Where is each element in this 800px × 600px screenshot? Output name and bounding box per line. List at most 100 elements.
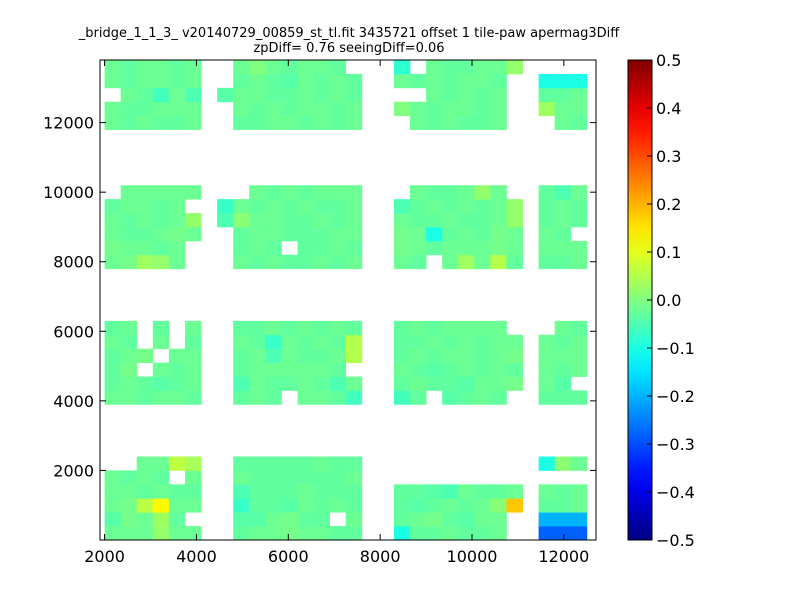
heatmap-cell bbox=[313, 73, 331, 89]
heatmap-cell bbox=[570, 362, 588, 377]
heatmap-cell bbox=[426, 101, 443, 117]
colorbar-tick-label: 0.3 bbox=[656, 147, 681, 166]
heatmap-cell bbox=[184, 101, 202, 117]
heatmap-cell bbox=[313, 87, 331, 103]
heatmap-cell bbox=[538, 526, 556, 541]
heatmap-cell bbox=[281, 254, 298, 270]
heatmap-cell bbox=[506, 213, 523, 228]
heatmap-cell bbox=[442, 498, 459, 513]
heatmap-cell bbox=[490, 376, 507, 391]
heatmap-cell bbox=[410, 376, 427, 391]
heatmap-cell bbox=[168, 101, 186, 117]
heatmap-cell bbox=[313, 60, 331, 75]
heatmap-cell bbox=[281, 348, 298, 364]
heatmap-cell bbox=[474, 512, 491, 527]
heatmap-cell bbox=[233, 498, 250, 513]
heatmap-cell bbox=[233, 456, 250, 471]
heatmap-cell bbox=[410, 484, 427, 499]
heatmap-cell bbox=[474, 526, 491, 541]
heatmap-cell bbox=[345, 512, 363, 527]
heatmap-cell bbox=[168, 456, 186, 471]
heatmap-cell bbox=[570, 115, 588, 130]
heatmap-cell bbox=[458, 254, 475, 270]
y-tick-label: 8000 bbox=[53, 253, 94, 272]
heatmap-cell bbox=[249, 526, 266, 541]
heatmap-cell bbox=[265, 484, 282, 499]
heatmap-cell bbox=[442, 226, 459, 242]
heatmap-cell bbox=[249, 484, 266, 499]
heatmap-cell bbox=[152, 199, 170, 214]
heatmap-cell bbox=[329, 456, 347, 471]
heatmap-cell bbox=[506, 226, 523, 242]
heatmap-cell bbox=[490, 362, 507, 377]
heatmap-cell bbox=[538, 226, 556, 242]
heatmap-cell bbox=[570, 498, 588, 513]
heatmap-cell bbox=[474, 362, 491, 377]
heatmap-cell bbox=[426, 512, 443, 527]
heatmap-cell bbox=[329, 226, 347, 242]
heatmap-cell bbox=[554, 498, 572, 513]
heatmap-cell bbox=[184, 376, 202, 391]
heatmap-cell bbox=[104, 101, 122, 117]
heatmap-cell bbox=[152, 73, 170, 89]
heatmap-cell bbox=[313, 362, 331, 377]
heatmap-cell bbox=[104, 60, 122, 75]
heatmap-cell bbox=[345, 101, 363, 117]
heatmap-cell bbox=[281, 87, 298, 103]
heatmap-cell bbox=[136, 213, 154, 228]
heatmap-cell bbox=[458, 115, 475, 130]
heatmap-cell bbox=[120, 390, 138, 405]
heatmap-cell bbox=[538, 334, 556, 350]
heatmap-cell bbox=[458, 498, 475, 513]
heatmap-cell bbox=[458, 376, 475, 391]
colorbar-tick-label: 0.2 bbox=[656, 195, 681, 214]
heatmap-cell bbox=[458, 73, 475, 89]
heatmap-cell bbox=[538, 498, 556, 513]
heatmap-cell bbox=[120, 60, 138, 75]
heatmap-cell bbox=[393, 484, 411, 499]
heatmap-cell bbox=[120, 362, 138, 377]
heatmap-cell bbox=[426, 226, 443, 242]
heatmap-cell bbox=[474, 498, 491, 513]
heatmap-cell bbox=[458, 320, 475, 336]
heatmap-cell bbox=[345, 199, 363, 214]
heatmap-cell bbox=[474, 484, 491, 499]
chart-title-line2: zpDiff= 0.76 seeingDiff=0.06 bbox=[253, 41, 444, 56]
heatmap-cell bbox=[184, 87, 202, 103]
heatmap-cell bbox=[506, 240, 523, 256]
heatmap-cell bbox=[474, 73, 491, 89]
heatmap-cell bbox=[168, 526, 186, 541]
heatmap-cell bbox=[570, 87, 588, 103]
heatmap-cell bbox=[104, 470, 122, 485]
heatmap-cell bbox=[184, 484, 202, 499]
heatmap-cell bbox=[152, 115, 170, 130]
heatmap-cell bbox=[233, 73, 250, 89]
heatmap-cell bbox=[458, 512, 475, 527]
heatmap-cell bbox=[313, 213, 331, 228]
heatmap-cell bbox=[120, 484, 138, 499]
heatmap-cell bbox=[265, 226, 282, 242]
heatmap-cell bbox=[168, 185, 186, 200]
heatmap-cell bbox=[104, 320, 122, 336]
heatmap-cell bbox=[554, 226, 572, 242]
heatmap-cell bbox=[184, 226, 202, 242]
heatmap-cell bbox=[490, 320, 507, 336]
heatmap-cell bbox=[281, 101, 298, 117]
chart-title-line1: _bridge_1_1_3_ v20140729_00859_st_tl.fit… bbox=[78, 26, 620, 41]
heatmap-cell bbox=[297, 199, 314, 214]
heatmap-cell bbox=[474, 87, 491, 103]
heatmap-cell bbox=[136, 101, 154, 117]
x-tick-label: 2000 bbox=[84, 547, 125, 566]
heatmap-cell bbox=[120, 348, 138, 364]
heatmap-cell bbox=[506, 362, 523, 377]
heatmap-cell bbox=[136, 199, 154, 214]
heatmap-cells bbox=[104, 60, 588, 541]
heatmap-cell bbox=[554, 213, 572, 228]
heatmap-cell bbox=[265, 87, 282, 103]
heatmap-cell bbox=[490, 526, 507, 541]
heatmap-cell bbox=[120, 87, 138, 103]
heatmap-cell bbox=[538, 390, 556, 405]
heatmap-cell bbox=[249, 254, 266, 270]
heatmap-cell bbox=[281, 199, 298, 214]
heatmap-cell bbox=[554, 87, 572, 103]
